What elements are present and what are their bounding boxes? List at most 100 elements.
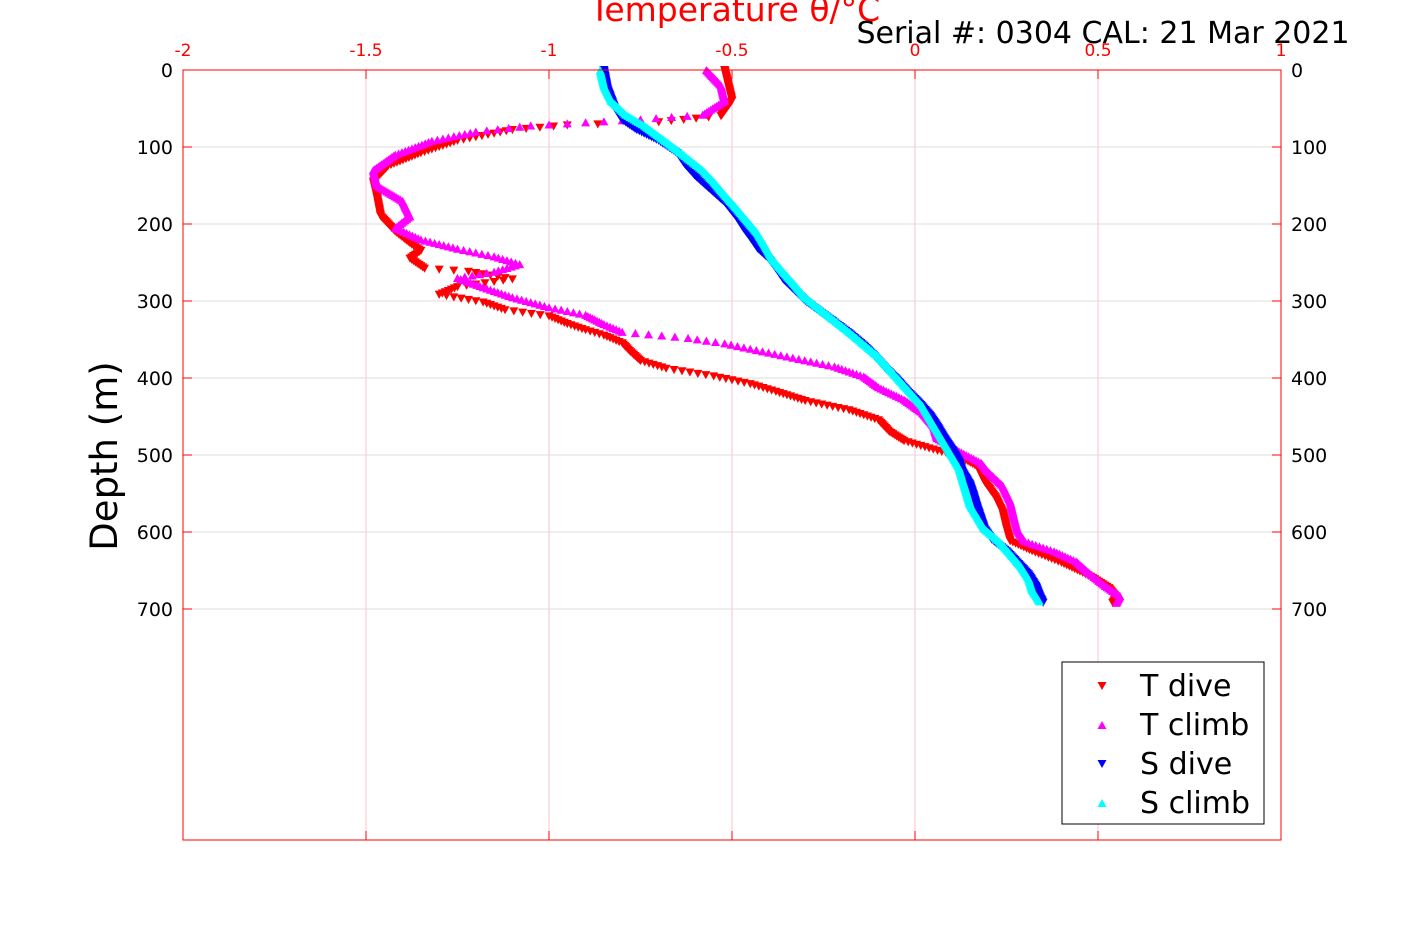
data-point — [657, 331, 667, 340]
data-point — [788, 353, 798, 362]
y-tick-label-left: 400 — [137, 368, 173, 390]
data-point — [593, 120, 603, 129]
data-point — [794, 354, 804, 363]
data-point — [483, 251, 493, 260]
legend-marker — [1097, 759, 1107, 769]
y-tick-label-right: 0 — [1291, 60, 1303, 82]
data-point — [630, 328, 640, 338]
data-point — [474, 270, 484, 279]
y-tick-label-right: 700 — [1291, 599, 1327, 621]
data-point — [463, 267, 473, 276]
data-point — [701, 371, 711, 380]
data-point — [824, 361, 834, 370]
data-point — [818, 359, 828, 368]
data-point — [454, 131, 464, 140]
data-point — [644, 330, 654, 339]
data-point — [758, 347, 767, 356]
data-point — [535, 123, 545, 132]
x-axis-ticks: -2 -1.5 -1 -0.5 0 0.5 1 — [175, 41, 1287, 840]
data-point — [685, 368, 695, 377]
data-point — [776, 351, 786, 360]
y-tick-label-right: 100 — [1291, 137, 1327, 159]
y-tick-label-left: 600 — [137, 522, 173, 544]
data-point — [471, 248, 481, 257]
y-tick-label-right: 500 — [1291, 445, 1327, 467]
x-tick-label: 0.5 — [1084, 41, 1111, 61]
data-point — [651, 114, 661, 123]
data-point — [434, 290, 444, 299]
data-point — [692, 335, 702, 344]
data-point — [812, 358, 822, 367]
data-point — [482, 126, 492, 135]
data-point — [489, 267, 499, 276]
data-point — [716, 112, 726, 121]
data-point — [556, 305, 566, 314]
chart-title: Temperature θ/°C — [589, 0, 880, 29]
legend-marker — [1097, 798, 1107, 808]
y-tick-label-left: 0 — [161, 60, 173, 82]
y-tick-label-left: 500 — [137, 445, 173, 467]
data-point — [463, 295, 473, 305]
data-point — [670, 332, 680, 341]
data-point — [477, 249, 487, 258]
y-tick-label-left: 100 — [137, 137, 173, 159]
data-point — [581, 118, 591, 127]
data-point — [535, 311, 545, 320]
legend-marker — [1097, 681, 1107, 691]
data-point — [677, 367, 687, 376]
data-point — [544, 303, 554, 312]
data-point — [698, 110, 708, 119]
data-point — [526, 121, 536, 130]
data-point — [509, 307, 519, 316]
data-point — [562, 306, 572, 316]
data-point — [442, 292, 452, 301]
data-point — [420, 264, 430, 273]
data-point — [782, 352, 792, 361]
data-point — [449, 293, 459, 302]
data-point — [504, 123, 514, 132]
data-point — [471, 127, 481, 136]
legend-label: T climb — [1139, 708, 1249, 743]
data-point — [691, 114, 701, 123]
legend: T dive T climb S dive S climb — [1061, 661, 1265, 825]
data-point — [453, 244, 462, 253]
x-tick-label: 0 — [910, 41, 921, 61]
y-tick-label-right: 300 — [1291, 291, 1327, 313]
data-point — [467, 271, 477, 280]
data-point — [456, 294, 466, 303]
data-point — [544, 120, 554, 129]
data-point — [460, 129, 470, 138]
legend-label: S climb — [1140, 786, 1250, 821]
data-point — [1111, 598, 1121, 607]
data-points — [368, 65, 1125, 607]
y-tick-label-right: 600 — [1291, 522, 1327, 544]
y-tick-label-left: 200 — [137, 214, 173, 236]
y-tick-label-right: 200 — [1291, 214, 1327, 236]
data-point — [806, 357, 816, 366]
data-point — [683, 333, 693, 343]
data-point — [518, 308, 528, 317]
data-point — [449, 266, 459, 275]
y-tick-label-left: 700 — [137, 599, 173, 621]
data-point — [438, 134, 448, 143]
y-axis-label: Depth (m) — [83, 361, 126, 550]
data-point — [465, 128, 475, 137]
data-point — [617, 327, 627, 336]
legend-label: S dive — [1140, 747, 1232, 782]
data-point — [507, 275, 517, 284]
data-point — [526, 309, 536, 318]
data-point — [480, 279, 490, 288]
x-tick-label: 1 — [1276, 41, 1287, 61]
data-point — [739, 343, 749, 352]
grid — [183, 70, 1281, 840]
data-point — [500, 306, 510, 315]
data-point — [726, 340, 736, 349]
data-point — [562, 119, 572, 128]
legend-box — [1061, 661, 1265, 825]
data-point — [764, 348, 774, 357]
data-point — [770, 349, 780, 358]
data-point — [432, 135, 442, 144]
y-tick-label-left: 300 — [137, 291, 173, 313]
data-point — [482, 268, 492, 278]
legend-marker — [1097, 720, 1107, 730]
